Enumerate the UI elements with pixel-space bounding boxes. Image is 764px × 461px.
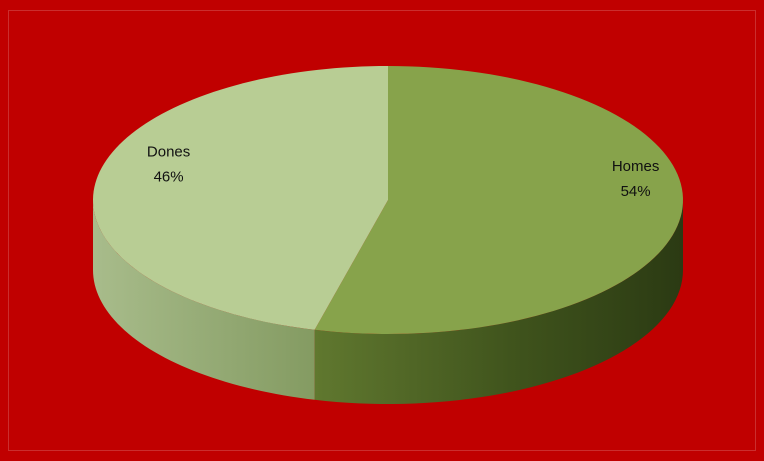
slice-homes <box>314 66 683 334</box>
label-homes-percent: 54% <box>621 183 651 200</box>
label-homes-name: Homes <box>612 158 660 175</box>
slice-side-homes <box>314 200 683 404</box>
slice-side-dones <box>93 200 315 400</box>
slice-dones <box>93 66 388 330</box>
label-dones-name: Dones <box>147 144 190 161</box>
label-dones-percent: 46% <box>154 169 184 186</box>
